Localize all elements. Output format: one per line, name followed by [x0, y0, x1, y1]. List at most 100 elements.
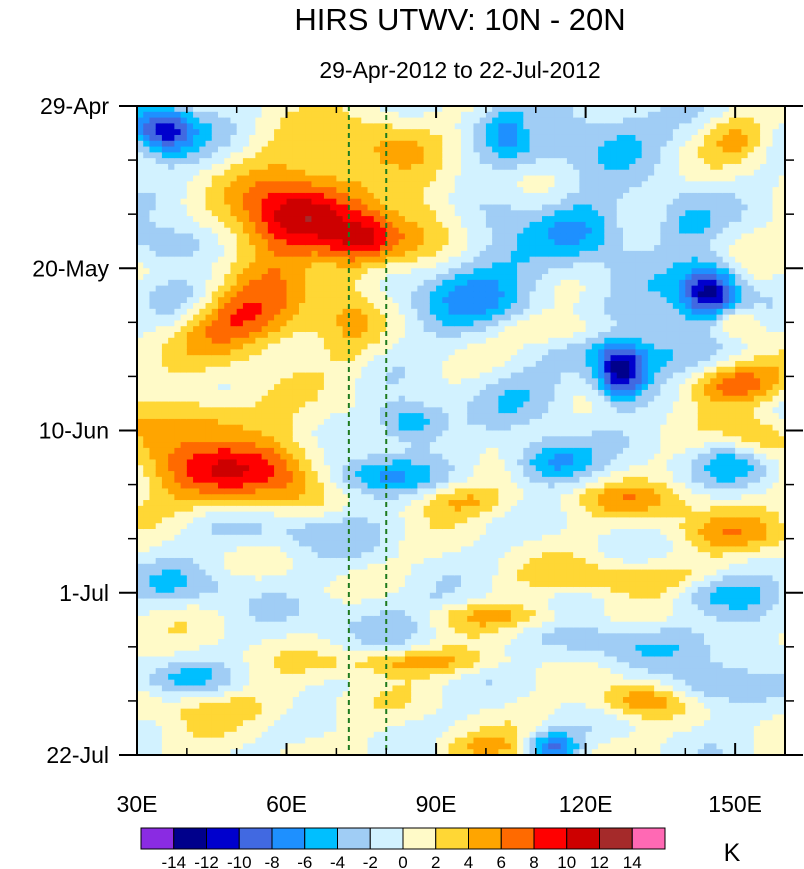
heatmap-cell [311, 349, 319, 356]
heatmap-cell [348, 592, 356, 600]
heatmap-cell [323, 505, 331, 513]
heatmap-cell [274, 187, 281, 194]
heatmap-cell [392, 314, 400, 321]
heatmap-cell [193, 586, 200, 594]
heatmap-cell [398, 697, 406, 704]
heatmap-cell [218, 476, 225, 484]
heatmap-cell [355, 268, 362, 275]
heatmap-cell [330, 442, 337, 449]
heatmap-cell [367, 297, 375, 304]
heatmap-cell [367, 239, 375, 246]
heatmap-cell [205, 691, 213, 698]
heatmap-cell [224, 563, 232, 571]
heatmap-cell [342, 152, 350, 159]
heatmap-cell [180, 720, 188, 727]
heatmap-cell [392, 731, 400, 739]
heatmap-cell [305, 285, 313, 293]
heatmap-cell [323, 563, 331, 571]
heatmap-cell [355, 158, 362, 165]
heatmap-cell [236, 673, 244, 681]
heatmap-cell [168, 459, 175, 466]
heatmap-cell [180, 644, 188, 652]
heatmap-cell [336, 511, 344, 519]
heatmap-cell [398, 731, 406, 739]
heatmap-cell [149, 169, 157, 177]
heatmap-cell [299, 146, 306, 153]
heatmap-cell [267, 569, 275, 576]
heatmap-cell [348, 442, 356, 449]
heatmap-cell [392, 691, 400, 698]
heatmap-cell [180, 210, 188, 217]
heatmap-cell [242, 314, 250, 321]
heatmap-cell [224, 279, 232, 287]
heatmap-cell [348, 459, 356, 466]
heatmap-cell [317, 349, 325, 356]
heatmap-cell [242, 285, 250, 293]
heatmap-cell [348, 250, 356, 258]
heatmap-cell [186, 743, 194, 750]
heatmap-cell [404, 360, 412, 368]
heatmap-cell [361, 540, 369, 547]
heatmap-cell [292, 134, 300, 142]
heatmap-cell [361, 511, 369, 519]
heatmap-cell [174, 239, 182, 246]
heatmap-cell [174, 598, 182, 605]
heatmap-cell [267, 169, 275, 177]
heatmap-cell [180, 314, 188, 321]
heatmap-cell [348, 262, 356, 269]
heatmap-cell [267, 117, 275, 124]
heatmap-cell [161, 181, 169, 188]
heatmap-cell [193, 413, 200, 420]
heatmap-cell [286, 308, 294, 316]
heatmap-cell [342, 192, 350, 200]
heatmap-cell [193, 216, 200, 223]
heatmap-cell [280, 708, 288, 716]
heatmap-cell [137, 378, 144, 385]
heatmap-cell [305, 152, 313, 159]
heatmap-cell [404, 274, 412, 281]
heatmap-cell [380, 488, 387, 495]
heatmap-cell [205, 192, 213, 200]
heatmap-cell [186, 639, 194, 646]
heatmap-cell [180, 534, 188, 542]
heatmap-cell [236, 349, 244, 356]
heatmap-cell [211, 569, 219, 576]
heatmap-cell [404, 714, 412, 721]
heatmap-cell [199, 546, 207, 553]
heatmap-cell [218, 239, 225, 246]
heatmap-cell [261, 488, 269, 495]
heatmap-cell [330, 615, 337, 623]
heatmap-cell [373, 685, 381, 692]
heatmap-cell [317, 459, 325, 466]
heatmap-cell [386, 442, 394, 449]
heatmap-cell [143, 123, 151, 130]
heatmap-cell [274, 326, 281, 333]
heatmap-cell [342, 233, 350, 240]
heatmap-cell [292, 216, 300, 223]
heatmap-cell [168, 349, 175, 356]
heatmap-cell [149, 726, 157, 733]
heatmap-cell [404, 337, 412, 345]
heatmap-cell [361, 181, 369, 188]
heatmap-cell [155, 123, 163, 130]
heatmap-cell [242, 152, 250, 159]
heatmap-cell [161, 581, 169, 588]
heatmap-cell [249, 303, 256, 310]
heatmap-cell [218, 210, 225, 217]
heatmap-cell [230, 331, 238, 339]
heatmap-cell [280, 436, 288, 443]
heatmap-cell [392, 250, 400, 258]
heatmap-cell [299, 447, 306, 455]
heatmap-cell [380, 303, 387, 310]
heatmap-cell [380, 320, 387, 327]
heatmap-cell [249, 129, 256, 136]
heatmap-cell [342, 360, 350, 368]
heatmap-cell [274, 250, 281, 258]
heatmap-cell [380, 552, 387, 559]
heatmap-cell [186, 227, 194, 235]
heatmap-cell [249, 720, 256, 727]
heatmap-cell [211, 557, 219, 565]
heatmap-cell [230, 749, 238, 756]
heatmap-cell [180, 482, 188, 490]
heatmap-cell [236, 245, 244, 252]
